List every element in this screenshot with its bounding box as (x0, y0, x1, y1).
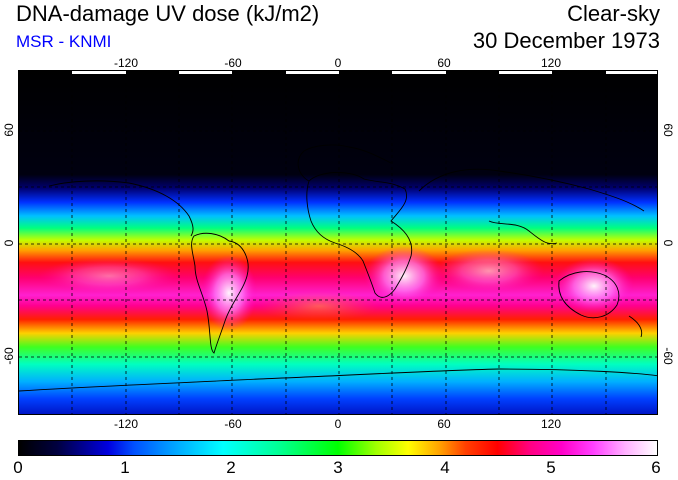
color-scale-label: 5 (546, 458, 556, 477)
color-scale-label: 6 (651, 458, 661, 477)
source-label: MSR - KNMI (16, 32, 112, 51)
color-scale-label: 3 (333, 458, 343, 477)
lon-tick-bottom: -60 (224, 417, 242, 431)
lon-tick-top: 60 (437, 56, 451, 70)
lat-tick-left: -60 (2, 347, 16, 365)
color-scale-label: 1 (120, 458, 130, 477)
lat-tick-right: 0 (661, 239, 675, 247)
lat-tick-right: 60 (661, 123, 675, 137)
uv-dose-map-graphic (19, 71, 657, 414)
sky-condition-label: Clear-sky (567, 1, 660, 26)
lon-tick-bottom: 120 (540, 417, 562, 431)
uv-dose-map (18, 70, 658, 415)
color-scale-bar (18, 440, 658, 456)
date-label: 30 December 1973 (472, 28, 660, 53)
lon-tick-top: 0 (334, 56, 342, 70)
lon-tick-top: 120 (540, 56, 562, 70)
lon-tick-bottom: 0 (334, 417, 342, 431)
lon-tick-top: -60 (224, 56, 242, 70)
lon-tick-bottom: 60 (437, 417, 451, 431)
color-scale-label: 2 (226, 458, 236, 477)
color-scale-label: 0 (13, 458, 23, 477)
lat-tick-left: 0 (2, 239, 16, 247)
lat-tick-left: 60 (2, 123, 16, 137)
lon-tick-top: -120 (113, 56, 139, 70)
map-title: DNA-damage UV dose (kJ/m2) (16, 1, 320, 26)
lat-tick-right: -60 (661, 347, 675, 365)
color-scale-label: 4 (440, 458, 450, 477)
lon-tick-bottom: -120 (113, 417, 139, 431)
